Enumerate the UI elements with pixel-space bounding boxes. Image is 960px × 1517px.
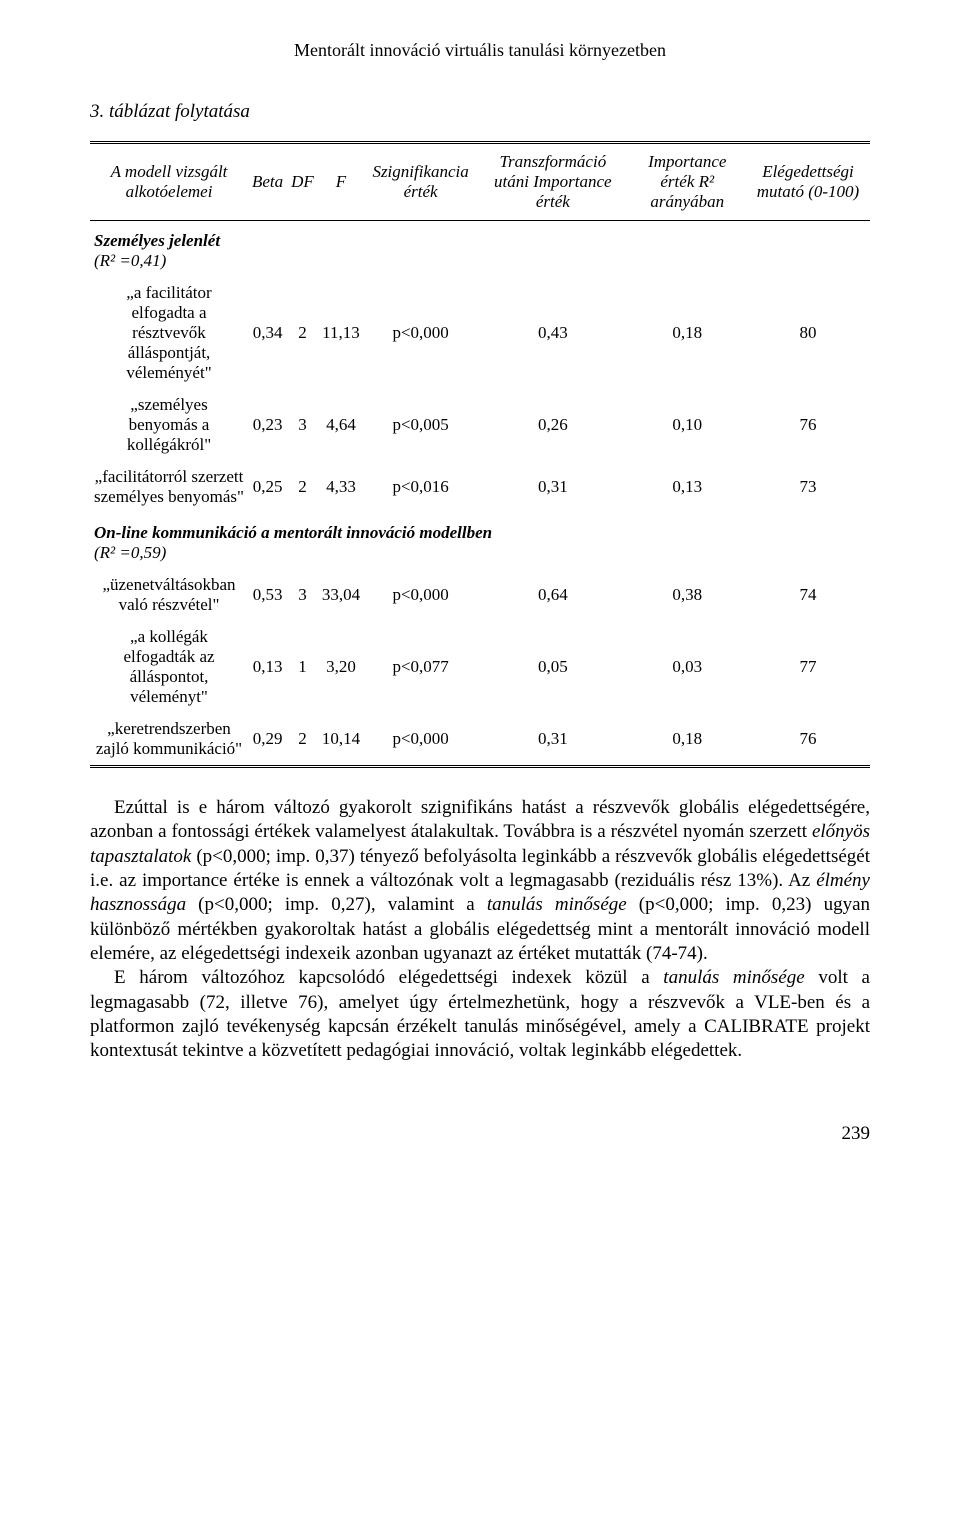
row-label: „személyes benyomás a kollégákról": [90, 389, 248, 461]
cell-beta: 0,34: [248, 277, 287, 389]
table-row: „személyes benyomás a kollégákról" 0,23 …: [90, 389, 870, 461]
cell-imp: 0,31: [477, 461, 628, 513]
cell-imp: 0,31: [477, 713, 628, 767]
cell-impr: 0,18: [629, 277, 746, 389]
table-row: „keretrendszerben zajló kommunikáció" 0,…: [90, 713, 870, 767]
cell-df: 3: [287, 569, 318, 621]
cell-sig: p<0,000: [364, 569, 477, 621]
cell-imp: 0,26: [477, 389, 628, 461]
cell-beta: 0,23: [248, 389, 287, 461]
row-label: „üzenetváltásokban való részvétel": [90, 569, 248, 621]
row-label: „a kollégák elfogadták az álláspontot, v…: [90, 621, 248, 713]
cell-sig: p<0,016: [364, 461, 477, 513]
section-title: Személyes jelenlét: [94, 231, 220, 250]
cell-sat: 80: [746, 277, 870, 389]
table-row: „facilitátorról szerzett személyes benyo…: [90, 461, 870, 513]
text-run: E három változóhoz kapcsolódó elégedetts…: [114, 967, 663, 988]
cell-beta: 0,53: [248, 569, 287, 621]
table-caption: 3. táblázat folytatása: [90, 101, 870, 123]
cell-f: 3,20: [318, 621, 364, 713]
cell-impr: 0,03: [629, 621, 746, 713]
page: Mentorált innováció virtuális tanulási k…: [0, 0, 960, 1205]
table-row: „a kollégák elfogadták az álláspontot, v…: [90, 621, 870, 713]
cell-impr: 0,13: [629, 461, 746, 513]
text-run: (p<0,000; imp. 0,27), valamint a: [186, 894, 487, 915]
col-model-elements: A modell vizsgált alkotóelemei: [90, 143, 248, 221]
cell-sat: 77: [746, 621, 870, 713]
section-title: On-line kommunikáció a mentorált innovác…: [94, 523, 492, 542]
running-head: Mentorált innováció virtuális tanulási k…: [90, 40, 870, 61]
paragraph-1: Ezúttal is e három változó gyakorolt szi…: [90, 796, 870, 966]
cell-sat: 76: [746, 713, 870, 767]
row-label: „keretrendszerben zajló kommunikáció": [90, 713, 248, 767]
cell-beta: 0,25: [248, 461, 287, 513]
body-text: Ezúttal is e három változó gyakorolt szi…: [90, 796, 870, 1063]
cell-impr: 0,38: [629, 569, 746, 621]
cell-df: 2: [287, 713, 318, 767]
section-r2: (R² =0,59): [94, 543, 166, 562]
cell-sig: p<0,000: [364, 277, 477, 389]
cell-impr: 0,10: [629, 389, 746, 461]
col-importance-r2: Importance érték R² arányában: [629, 143, 746, 221]
cell-f: 10,14: [318, 713, 364, 767]
cell-f: 4,33: [318, 461, 364, 513]
col-df: DF: [287, 143, 318, 221]
section-row-online: On-line kommunikáció a mentorált innovác…: [90, 513, 870, 569]
col-f: F: [318, 143, 364, 221]
cell-sig: p<0,000: [364, 713, 477, 767]
cell-f: 33,04: [318, 569, 364, 621]
section-r2: (R² =0,41): [94, 251, 166, 270]
page-number: 239: [90, 1123, 870, 1145]
text-italic: tanulás minősége: [663, 967, 804, 988]
section-row-personal: Személyes jelenlét (R² =0,41): [90, 221, 870, 278]
table-header-row: A modell vizsgált alkotóelemei Beta DF F…: [90, 143, 870, 221]
cell-sat: 76: [746, 389, 870, 461]
col-importance: Transzformáció utáni Importance érték: [477, 143, 628, 221]
cell-df: 1: [287, 621, 318, 713]
data-table: A modell vizsgált alkotóelemei Beta DF F…: [90, 141, 870, 768]
row-label: „a facilitátor elfogadta a résztvevők ál…: [90, 277, 248, 389]
cell-sig: p<0,077: [364, 621, 477, 713]
cell-imp: 0,05: [477, 621, 628, 713]
cell-beta: 0,29: [248, 713, 287, 767]
row-label: „facilitátorról szerzett személyes benyo…: [90, 461, 248, 513]
cell-df: 2: [287, 461, 318, 513]
paragraph-2: E három változóhoz kapcsolódó elégedetts…: [90, 966, 870, 1063]
cell-sat: 74: [746, 569, 870, 621]
cell-sig: p<0,005: [364, 389, 477, 461]
col-sig: Szignifikancia érték: [364, 143, 477, 221]
cell-impr: 0,18: [629, 713, 746, 767]
cell-df: 3: [287, 389, 318, 461]
table-row: „üzenetváltásokban való részvétel" 0,53 …: [90, 569, 870, 621]
cell-sat: 73: [746, 461, 870, 513]
col-satisfaction: Elégedettségi mutató (0-100): [746, 143, 870, 221]
cell-df: 2: [287, 277, 318, 389]
text-run: (p<0,000; imp. 0,37) tényező befolyásolt…: [90, 846, 870, 891]
col-beta: Beta: [248, 143, 287, 221]
cell-beta: 0,13: [248, 621, 287, 713]
cell-imp: 0,43: [477, 277, 628, 389]
cell-f: 4,64: [318, 389, 364, 461]
text-italic: tanulás minősége: [487, 894, 627, 915]
cell-imp: 0,64: [477, 569, 628, 621]
cell-f: 11,13: [318, 277, 364, 389]
table-row: „a facilitátor elfogadta a résztvevők ál…: [90, 277, 870, 389]
text-run: Ezúttal is e három változó gyakorolt szi…: [90, 797, 870, 842]
